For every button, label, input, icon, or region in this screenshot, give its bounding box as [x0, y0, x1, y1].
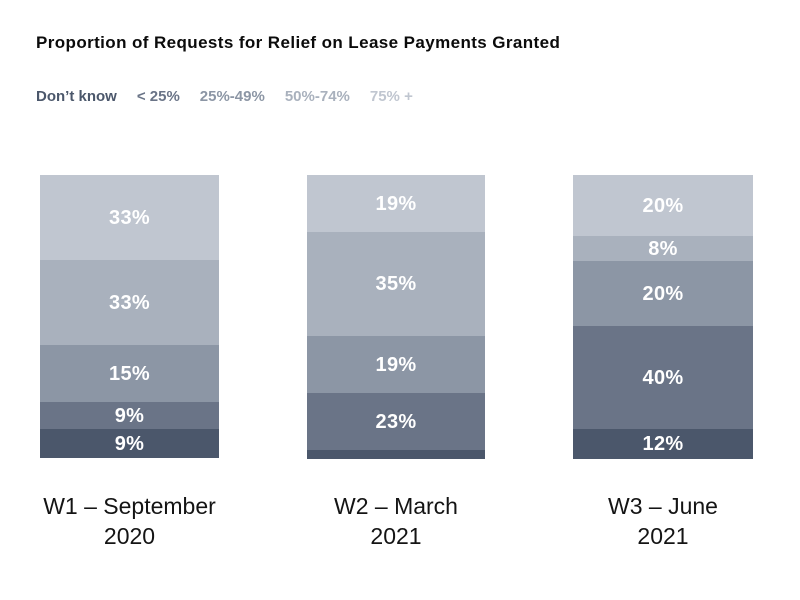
- stacked-bar: 33% 33% 15% 9% 9%: [40, 175, 219, 458]
- category-label-line1: W3 – June: [608, 493, 718, 519]
- segment-value-label: 20%: [642, 194, 684, 217]
- segment-value-label: 19%: [375, 353, 417, 376]
- category-label-line2: 2020: [103, 523, 156, 549]
- segment-value-label: 8%: [648, 237, 678, 260]
- bar-segment: 33%: [40, 175, 219, 260]
- category-label: W2 – March 2021: [266, 491, 526, 551]
- legend-item: Don’t know: [36, 88, 117, 105]
- bar-segment: 20%: [573, 261, 753, 326]
- category-label: W3 – June 2021: [533, 491, 793, 551]
- category-label-line2: 2021: [637, 523, 689, 549]
- segment-value-label: 9%: [114, 432, 145, 455]
- legend-item: 75% +: [369, 88, 413, 105]
- bar-segment: 33%: [40, 260, 219, 345]
- bar-segment: 8%: [573, 236, 753, 261]
- segment-value-label: 23%: [375, 410, 417, 433]
- category-label-line1: W2 – March: [334, 493, 458, 519]
- legend-item: < 25%: [136, 88, 180, 105]
- bar-segment: 12%: [573, 429, 753, 459]
- segment-value-label: 19%: [375, 192, 417, 215]
- chart-title: Proportion of Requests for Relief on Lea…: [36, 33, 561, 52]
- bar-segment: [307, 450, 485, 459]
- bar-segment: 9%: [40, 402, 219, 429]
- category-label: W1 – September 2020: [0, 491, 260, 551]
- segment-value-label: 12%: [642, 433, 684, 455]
- bar-segment: 35%: [307, 232, 485, 336]
- segment-value-label: 20%: [642, 282, 684, 305]
- category-label-line1: W1 – September: [43, 493, 216, 519]
- bar-segment: 19%: [307, 336, 485, 393]
- category-label-line2: 2021: [370, 523, 422, 549]
- bar-segment: 9%: [40, 429, 219, 458]
- legend: Don’t know < 25% 25%-49% 50%-74% 75% +: [36, 88, 413, 105]
- segment-value-label: 33%: [109, 291, 150, 314]
- bar-segment: 15%: [40, 345, 219, 402]
- segment-value-label: 9%: [114, 404, 145, 427]
- bar-segment: 19%: [307, 175, 485, 232]
- segment-value-label: 35%: [375, 273, 417, 295]
- legend-item: 50%-74%: [284, 88, 350, 105]
- bar-segment: 40%: [573, 326, 753, 429]
- segment-value-label: 15%: [109, 362, 150, 385]
- legend-item: 25%-49%: [199, 88, 265, 105]
- stacked-bar: 19% 35% 19% 23%: [307, 175, 485, 459]
- segment-value-label: 40%: [642, 366, 684, 389]
- bar-segment: 20%: [573, 175, 753, 236]
- bar-segment: 23%: [307, 393, 485, 450]
- stacked-bar: 20% 8% 20% 40% 12%: [573, 175, 753, 459]
- segment-value-label: 33%: [109, 206, 150, 229]
